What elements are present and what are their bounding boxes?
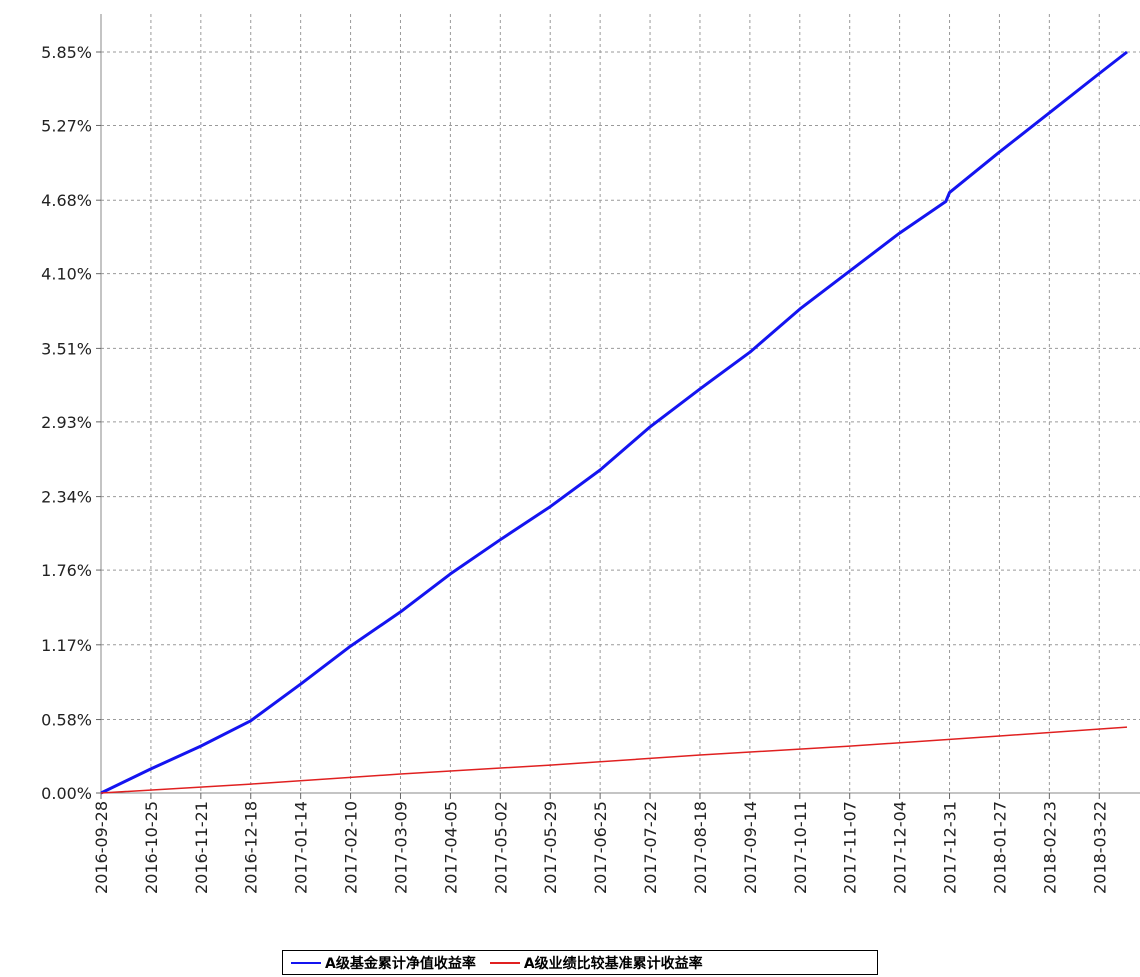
- x-tick-label: 2018-03-22: [1090, 801, 1109, 894]
- x-tick-label: 2017-04-05: [441, 801, 460, 894]
- x-tick-label: 2017-12-04: [891, 801, 910, 894]
- x-tick-label: 2016-11-21: [192, 801, 211, 894]
- x-tick-label: 2016-09-28: [92, 801, 111, 894]
- legend-item-nav: A级基金累计净值收益率: [291, 953, 476, 973]
- x-tick-label: 2017-12-31: [941, 801, 960, 894]
- y-tick-label: 0.58%: [41, 711, 92, 730]
- y-tick-label: 5.27%: [41, 116, 92, 135]
- series-line-benchmark: [100, 726, 1128, 794]
- y-tick-label: 1.76%: [41, 561, 92, 580]
- legend-swatch-benchmark: [489, 961, 520, 964]
- y-axis-ticks: 0.00% 0.58% 1.17% 1.76% 2.34% 2.93% 3.51% 4.10%…: [41, 43, 101, 803]
- legend-item-benchmark: A级业绩比较基准累计收益率: [489, 953, 703, 973]
- y-tick-label: 5.85%: [41, 43, 92, 62]
- x-tick-label: 2017-11-07: [841, 801, 860, 894]
- series-lines: [100, 50, 1128, 795]
- grid: [100, 14, 1140, 794]
- x-tick-label: 2016-10-25: [142, 801, 161, 894]
- legend-label-nav: A级基金累计净值收益率: [325, 955, 476, 972]
- y-tick-label: 3.51%: [41, 339, 92, 358]
- x-tick-label: 2017-06-25: [591, 801, 610, 894]
- plot-area: [101, 14, 1140, 793]
- x-tick-label: 2017-09-14: [741, 801, 760, 894]
- y-tick-label: 4.68%: [41, 191, 92, 210]
- x-tick-label: 2017-05-02: [491, 801, 510, 894]
- x-tick-label: 2017-08-18: [691, 801, 710, 894]
- y-tick-label: 0.00%: [41, 784, 92, 803]
- legend-swatch-nav: [291, 961, 321, 964]
- x-axis-ticks: 2016-09-28 2016-10-25 2016-11-21 2016-12-18…: [92, 793, 1109, 894]
- y-tick-label: 4.10%: [41, 265, 92, 284]
- x-tick-label: 2017-10-11: [791, 801, 810, 894]
- series-line-nav: [100, 50, 1128, 795]
- line-chart: 0.00% 0.58% 1.17% 1.76% 2.34% 2.93% 3.51% 4.10%…: [41, 14, 1140, 894]
- x-tick-label: 2018-02-23: [1040, 801, 1059, 894]
- x-tick-label: 2017-07-22: [641, 801, 660, 894]
- y-tick-label: 2.93%: [41, 413, 92, 432]
- x-tick-label: 2017-02-10: [342, 801, 361, 894]
- x-tick-label: 2017-03-09: [391, 801, 410, 894]
- x-tick-label: 2016-12-18: [242, 801, 261, 894]
- x-tick-label: 2017-05-29: [541, 801, 560, 894]
- legend: A级基金累计净值收益率 A级业绩比较基准累计收益率: [282, 950, 878, 975]
- legend-label-benchmark: A级业绩比较基准累计收益率: [523, 955, 703, 972]
- y-tick-label: 2.34%: [41, 488, 92, 507]
- x-tick-label: 2017-01-14: [292, 801, 311, 894]
- y-tick-label: 1.17%: [41, 636, 92, 655]
- x-tick-label: 2018-01-27: [990, 801, 1009, 894]
